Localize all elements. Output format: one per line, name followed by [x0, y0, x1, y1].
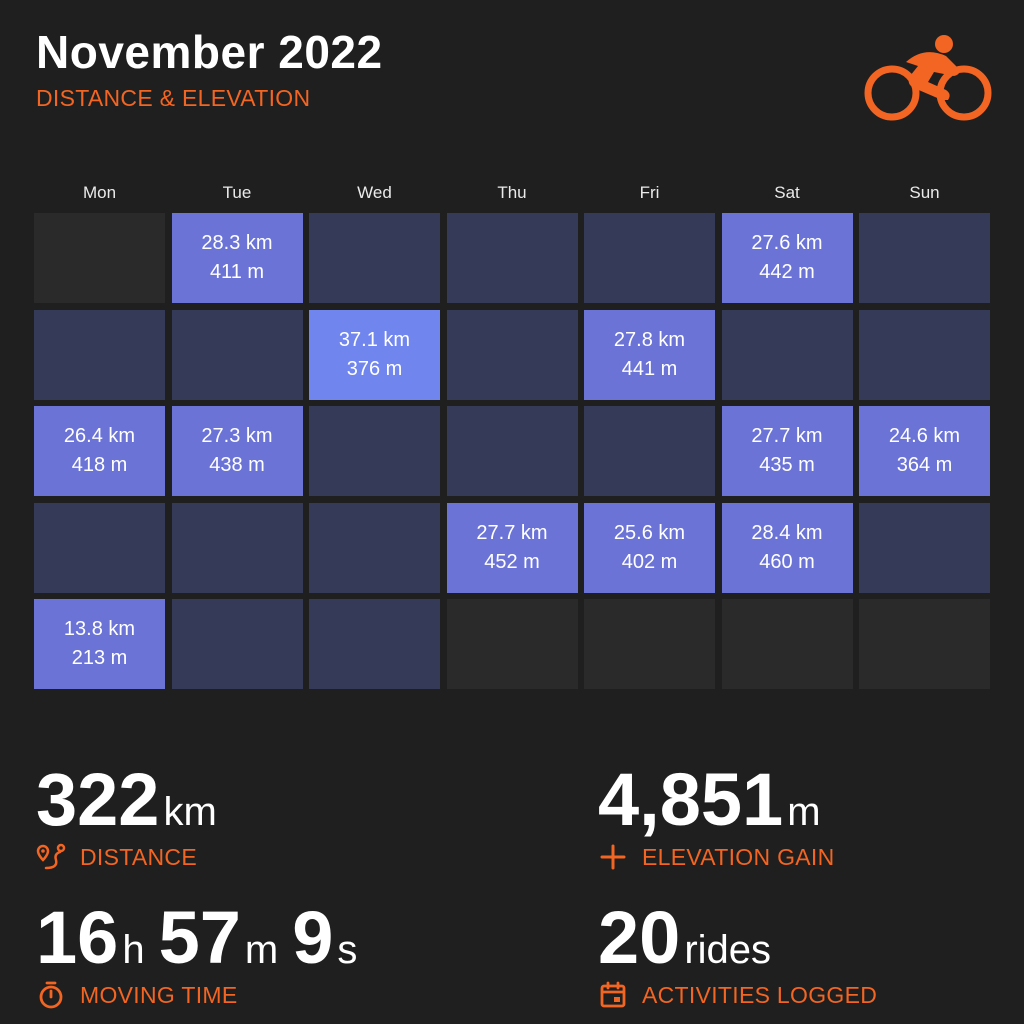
- ride-elevation: 213 m: [71, 647, 128, 669]
- stopwatch-icon: [39, 981, 63, 1009]
- ride-elevation: 441 m: [621, 357, 678, 380]
- calendar-day: [34, 309, 165, 400]
- stat-activities: 20 rides ACTIVITIES LOGGED: [598, 898, 877, 1010]
- calendar-day: [309, 406, 440, 496]
- ride-distance: 25.6 km: [613, 521, 686, 544]
- calendar-day-blank: [721, 599, 853, 689]
- calendar-day-blank: [446, 599, 578, 689]
- calendar-day: [859, 309, 990, 400]
- calendar-day: [446, 406, 578, 496]
- weekday-label: Wed: [357, 183, 392, 202]
- stat-elevation: 4,851 m ELEVATION GAIN: [598, 760, 835, 872]
- calendar-day-blank: [584, 599, 715, 689]
- elevation-label: ELEVATION GAIN: [642, 843, 835, 870]
- calendar-day-ride: 27.7 km 435 m: [721, 406, 853, 496]
- distance-label: DISTANCE: [80, 843, 197, 870]
- calendar-day: [446, 309, 578, 400]
- calendar-day-ride: 28.4 km 460 m: [721, 502, 853, 593]
- calendar-day: [171, 309, 303, 400]
- ride-distance: 27.8 km: [613, 328, 686, 351]
- elevation-value: 4,851: [598, 758, 784, 841]
- activities-label: ACTIVITIES LOGGED: [642, 981, 878, 1008]
- ride-elevation: 460 m: [759, 550, 815, 573]
- ride-elevation: 418 m: [71, 454, 128, 476]
- activities-value: 20: [598, 896, 681, 979]
- calendar-day: [171, 502, 303, 593]
- stat-moving-time: 16 h 57 m 9 s MOVING TIME: [36, 898, 371, 1010]
- weekday-label: Tue: [222, 183, 252, 202]
- ride-distance: 28.4 km: [751, 521, 823, 544]
- ride-distance: 27.3 km: [201, 425, 273, 447]
- distance-unit: km: [163, 790, 217, 834]
- calendar-day-ride: 28.3 km 411 m: [171, 213, 303, 303]
- calendar-day-ride: 13.8 km 213 m: [34, 599, 165, 689]
- calendar-icon: [600, 981, 626, 1008]
- ride-elevation: 452 m: [484, 550, 540, 573]
- calendar-day-ride: 24.6 km 364 m: [859, 406, 990, 496]
- ride-elevation: 438 m: [209, 454, 265, 476]
- weekday-label: Fri: [639, 183, 660, 202]
- calendar-day-ride: 25.6 km 402 m: [584, 502, 715, 593]
- cyclist-icon: [864, 35, 992, 121]
- weekday-label: Sun: [909, 183, 940, 202]
- ride-distance: 28.3 km: [201, 232, 273, 254]
- ride-distance: 24.6 km: [888, 425, 961, 447]
- calendar-day: [171, 599, 303, 689]
- calendar-day: [721, 309, 853, 400]
- ride-distance: 13.8 km: [63, 618, 136, 640]
- weekday-header: Mon Tue Wed Thu Fri Sat Sun: [34, 176, 990, 210]
- hours-value: 16: [36, 896, 119, 979]
- calendar-day-ride: 27.3 km 438 m: [171, 406, 303, 496]
- weekday-label: Thu: [497, 183, 527, 202]
- calendar-day: [309, 502, 440, 593]
- weekday-label: Mon: [82, 183, 117, 202]
- activities-unit: rides: [684, 928, 772, 972]
- plus-icon: [600, 844, 626, 870]
- ride-distance: 27.7 km: [476, 521, 548, 544]
- elevation-unit: m: [787, 790, 821, 834]
- calendar-day: [309, 599, 440, 689]
- hours-unit: h: [122, 928, 145, 972]
- seconds-value: 9: [292, 896, 334, 979]
- page-title: November 2022: [36, 26, 383, 78]
- route-icon: [36, 843, 66, 870]
- calendar-day-ride: 27.8 km 441 m: [584, 309, 715, 400]
- calendar-day-blank: [859, 599, 990, 689]
- ride-elevation: 364 m: [896, 454, 953, 476]
- calendar-day: [859, 213, 990, 303]
- ride-elevation: 435 m: [759, 454, 815, 476]
- ride-elevation: 402 m: [621, 550, 678, 573]
- ride-distance: 27.7 km: [751, 425, 823, 447]
- calendar-day-ride: 27.7 km 452 m: [446, 502, 578, 593]
- page-subtitle: DISTANCE & ELEVATION: [36, 85, 311, 111]
- calendar-day: [584, 406, 715, 496]
- calendar-grid: 28.3 km 411 m 27.6 km 442 m 37.1 km 376 m 27.8…: [34, 213, 990, 689]
- minutes-value: 57: [158, 896, 241, 979]
- seconds-unit: s: [337, 928, 358, 972]
- calendar-day-ride: 37.1 km 376 m: [309, 309, 440, 400]
- calendar-day-ride: 27.6 km 442 m: [721, 213, 853, 303]
- ride-elevation: 442 m: [759, 261, 815, 283]
- weekday-label: Sat: [774, 183, 800, 202]
- ride-distance: 37.1 km: [338, 328, 411, 351]
- calendar-day: [859, 502, 990, 593]
- ride-elevation: 376 m: [346, 357, 403, 380]
- distance-value: 322: [36, 758, 160, 841]
- calendar-day: [584, 213, 715, 303]
- ride-distance: 27.6 km: [751, 232, 823, 254]
- moving-time-label: MOVING TIME: [80, 981, 238, 1008]
- calendar-day: [34, 502, 165, 593]
- calendar-day: [446, 213, 578, 303]
- calendar-day-blank: [34, 213, 165, 303]
- stat-distance: 322 km DISTANCE: [36, 760, 231, 872]
- minutes-unit: m: [244, 928, 279, 972]
- ride-distance: 26.4 km: [63, 425, 136, 447]
- ride-elevation: 411 m: [209, 261, 265, 283]
- calendar-day-ride: 26.4 km 418 m: [34, 406, 165, 496]
- calendar-day: [309, 213, 440, 303]
